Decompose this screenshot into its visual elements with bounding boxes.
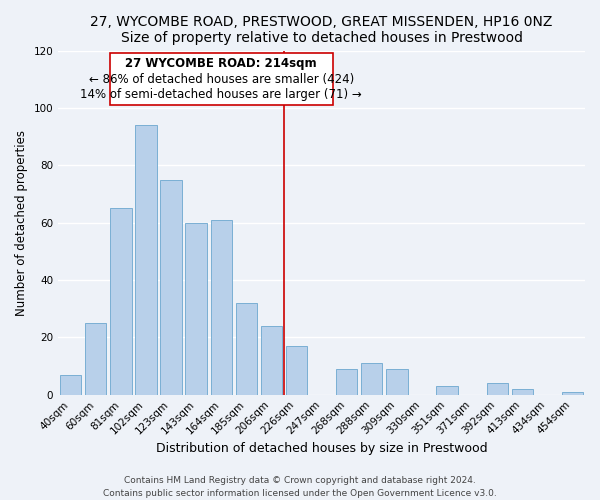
Text: 14% of semi-detached houses are larger (71) →: 14% of semi-detached houses are larger (…: [80, 88, 362, 101]
Bar: [386, 369, 407, 394]
Bar: [512, 389, 533, 394]
Bar: [185, 222, 207, 394]
Text: 27 WYCOMBE ROAD: 214sqm: 27 WYCOMBE ROAD: 214sqm: [125, 57, 317, 70]
Bar: [436, 386, 458, 394]
Bar: [60, 374, 82, 394]
Bar: [211, 220, 232, 394]
Bar: [136, 125, 157, 394]
Bar: [85, 323, 106, 394]
Bar: [562, 392, 583, 394]
Bar: [110, 208, 131, 394]
Bar: [336, 369, 358, 394]
Bar: [487, 384, 508, 394]
Bar: [361, 363, 382, 394]
Title: 27, WYCOMBE ROAD, PRESTWOOD, GREAT MISSENDEN, HP16 0NZ
Size of property relative: 27, WYCOMBE ROAD, PRESTWOOD, GREAT MISSE…: [91, 15, 553, 45]
Bar: [236, 303, 257, 394]
Bar: [286, 346, 307, 395]
Bar: [261, 326, 282, 394]
Y-axis label: Number of detached properties: Number of detached properties: [15, 130, 28, 316]
Bar: [110, 54, 333, 105]
Text: Contains HM Land Registry data © Crown copyright and database right 2024.
Contai: Contains HM Land Registry data © Crown c…: [103, 476, 497, 498]
Bar: [160, 180, 182, 394]
X-axis label: Distribution of detached houses by size in Prestwood: Distribution of detached houses by size …: [156, 442, 487, 455]
Text: ← 86% of detached houses are smaller (424): ← 86% of detached houses are smaller (42…: [89, 72, 354, 86]
